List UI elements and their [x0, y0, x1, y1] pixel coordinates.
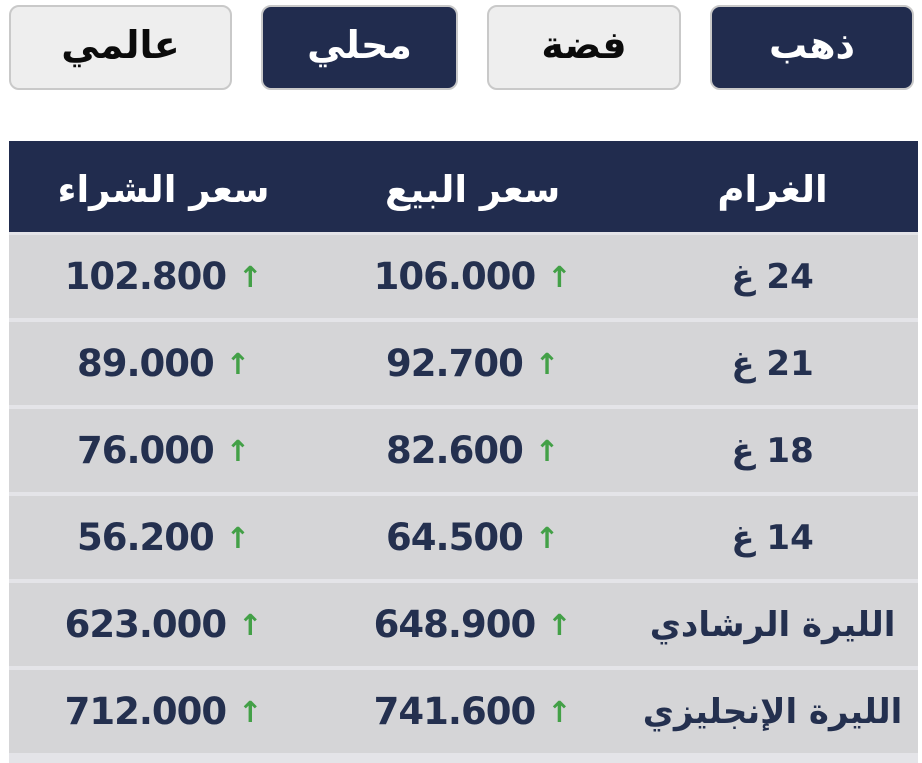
buy-price: 623.000 ↑ [65, 603, 263, 646]
buy-price-cell: 712.000 ↑ [9, 690, 318, 733]
gram-label: الليرة الإنجليزي [642, 691, 903, 732]
gram-label: 14 غ [731, 517, 814, 558]
trend-up-icon: ↑ [225, 347, 251, 381]
buy-price-value: 623.000 [64, 603, 228, 646]
sell-price-cell: 106.000 ↑ [318, 255, 627, 298]
buy-price-cell: 56.200 ↑ [9, 516, 318, 559]
sell-price: 64.500 ↑ [386, 516, 559, 559]
sell-price: 106.000 ↑ [374, 255, 572, 298]
buy-price: 56.200 ↑ [77, 516, 250, 559]
table-row: 24 غ 106.000 ↑ 102.800 ↑ [9, 235, 918, 318]
sell-price-value: 92.700 [386, 342, 524, 385]
sell-price-cell: 64.500 ↑ [318, 516, 627, 559]
table-row: الليرة الرشادي 648.900 ↑ 623.000 ↑ [9, 583, 918, 666]
trend-up-icon: ↑ [238, 260, 263, 294]
tab-gold[interactable]: ذهب [710, 5, 914, 90]
table-row: الليرة الإنجليزي 741.600 ↑ 712.000 ↑ [9, 670, 918, 753]
header-gram: الغرام [717, 168, 828, 211]
buy-price: 89.000 ↑ [77, 342, 250, 385]
sell-price: 82.600 ↑ [386, 429, 559, 472]
buy-price-cell: 89.000 ↑ [9, 342, 318, 385]
buy-price-value: 89.000 [77, 342, 215, 385]
sell-price: 741.600 ↑ [374, 690, 572, 733]
sell-price-cell: 648.900 ↑ [318, 603, 627, 646]
buy-price: 712.000 ↑ [65, 690, 263, 733]
sell-price-cell: 92.700 ↑ [318, 342, 627, 385]
sell-price: 92.700 ↑ [386, 342, 559, 385]
table-body: 24 غ 106.000 ↑ 102.800 ↑ 21 غ 92.700 ↑ 8… [9, 232, 918, 763]
tab-silver[interactable]: فضة [487, 5, 681, 90]
price-table: الغرام سعر البيع سعر الشراء 24 غ 106.000… [9, 141, 918, 763]
tab-global[interactable]: عالمي [9, 5, 232, 90]
sell-price-cell: 741.600 ↑ [318, 690, 627, 733]
sell-price-value: 82.600 [386, 429, 524, 472]
gram-label: 21 غ [731, 343, 814, 384]
table-row: 18 غ 82.600 ↑ 76.000 ↑ [9, 409, 918, 492]
trend-up-icon: ↑ [547, 608, 572, 642]
sell-price: 648.900 ↑ [374, 603, 572, 646]
gram-label: 18 غ [731, 430, 814, 471]
buy-price-cell: 623.000 ↑ [9, 603, 318, 646]
trend-up-icon: ↑ [238, 608, 263, 642]
buy-price: 102.800 ↑ [65, 255, 263, 298]
buy-price-value: 56.200 [77, 516, 215, 559]
table-row: 14 غ 64.500 ↑ 56.200 ↑ [9, 496, 918, 579]
sell-price-cell: 82.600 ↑ [318, 429, 627, 472]
trend-up-icon: ↑ [534, 434, 560, 468]
filter-toolbar: ذهب فضة محلي عالمي [0, 0, 922, 90]
gram-label: 24 غ [731, 256, 814, 297]
trend-up-icon: ↑ [225, 521, 251, 555]
buy-price: 76.000 ↑ [77, 429, 250, 472]
buy-price-value: 712.000 [64, 690, 228, 733]
buy-price-value: 102.800 [64, 255, 228, 298]
trend-up-icon: ↑ [534, 347, 560, 381]
table-row: 21 غ 92.700 ↑ 89.000 ↑ [9, 322, 918, 405]
trend-up-icon: ↑ [534, 521, 560, 555]
buy-price-value: 76.000 [77, 429, 215, 472]
buy-price-cell: 102.800 ↑ [9, 255, 318, 298]
trend-up-icon: ↑ [238, 695, 263, 729]
trend-up-icon: ↑ [547, 695, 572, 729]
sell-price-value: 741.600 [373, 690, 537, 733]
tab-local[interactable]: محلي [261, 5, 458, 90]
sell-price-value: 648.900 [373, 603, 537, 646]
header-sell-price: سعر البيع [384, 168, 561, 211]
gram-label: الليرة الرشادي [649, 604, 896, 645]
trend-up-icon: ↑ [225, 434, 251, 468]
trend-up-icon: ↑ [547, 260, 572, 294]
buy-price-cell: 76.000 ↑ [9, 429, 318, 472]
sell-price-value: 106.000 [373, 255, 537, 298]
table-header-row: الغرام سعر البيع سعر الشراء [9, 141, 918, 232]
sell-price-value: 64.500 [386, 516, 524, 559]
header-buy-price: سعر الشراء [57, 168, 270, 211]
